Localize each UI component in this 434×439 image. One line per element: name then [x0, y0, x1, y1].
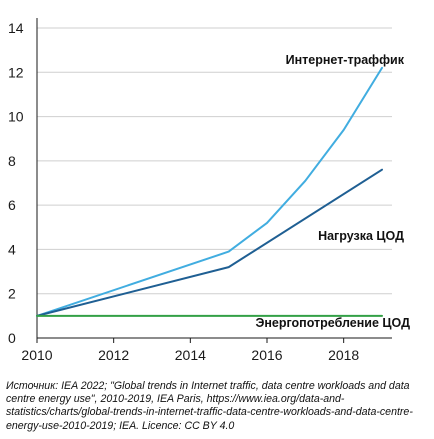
y-tick-label: 10 [8, 109, 24, 125]
y-tick-label: 14 [8, 20, 24, 36]
y-tick-label: 2 [8, 286, 16, 302]
series-label-1: Интернет-траффик [286, 53, 405, 67]
series-line-2 [36, 168, 383, 317]
y-tick-label: 4 [8, 241, 16, 257]
y-tick-label: 8 [8, 153, 16, 169]
y-tick-label: 0 [8, 330, 16, 346]
series-labels: Интернет-траффик Нагрузка ЦОД Энергопотреб… [255, 53, 410, 330]
x-tick-label: 2018 [328, 347, 359, 363]
gridlines [37, 27, 392, 295]
series-lines [36, 66, 383, 317]
y-tick-label: 12 [8, 64, 24, 80]
x-tick-label: 2010 [21, 347, 52, 363]
y-tick-label: 6 [8, 197, 16, 213]
series-label-2: Нагрузка ЦОД [318, 229, 404, 243]
source-note: Источник: IEA 2022; "Global trends in In… [6, 380, 413, 432]
line-chart: 0 2 4 6 8 10 12 14 2010 2012 2014 2016 2018 Интернет… [8, 18, 410, 363]
series-line-1 [36, 66, 383, 317]
x-tick-label: 2014 [175, 347, 206, 363]
axes [36, 18, 392, 343]
tick-labels: 0 2 4 6 8 10 12 14 2010 2012 2014 2016 2018 [8, 20, 359, 363]
series-label-3: Энергопотребление ЦОД [255, 316, 410, 330]
x-tick-label: 2016 [251, 347, 282, 363]
x-tick-label: 2012 [98, 347, 129, 363]
